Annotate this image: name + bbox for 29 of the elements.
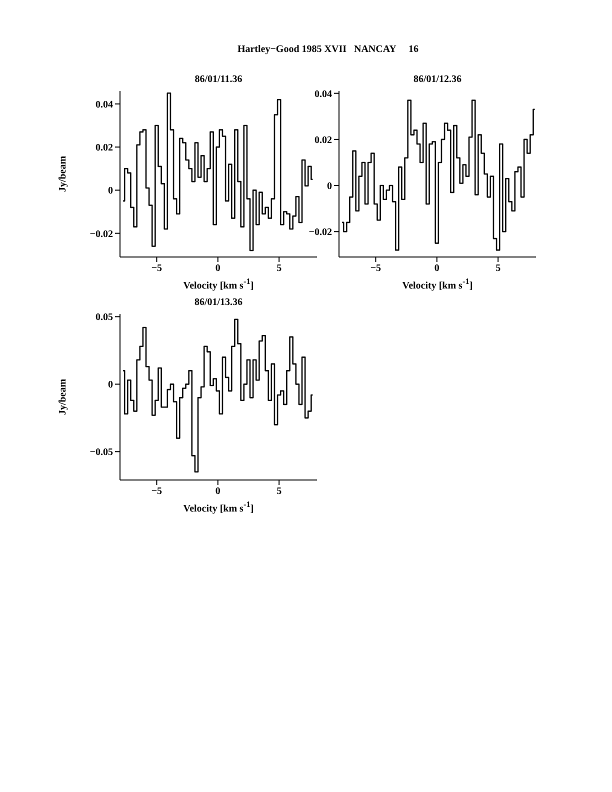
y-tick-label: −0.02 bbox=[90, 228, 113, 240]
x-tick-label: 5 bbox=[276, 486, 282, 498]
y-tick-label: 0.04 bbox=[96, 99, 113, 110]
x-tick-label: −5 bbox=[370, 263, 382, 274]
y-tick-label: 0 bbox=[327, 181, 332, 192]
y-tick-label: −0.02 bbox=[308, 227, 332, 238]
x-tick-label: −5 bbox=[151, 263, 162, 274]
y-tick-label: 0.04 bbox=[314, 88, 332, 100]
x-tick-label: 0 bbox=[215, 263, 220, 274]
y-tick-label: −0.05 bbox=[90, 447, 113, 458]
x-tick-label: −5 bbox=[151, 486, 162, 498]
x-tick-label: 0 bbox=[215, 486, 220, 498]
x-axis-title: Velocity [km s$^{-1}$] bbox=[182, 500, 255, 514]
y-axis-title: Jy/beam bbox=[58, 378, 69, 416]
y-tick-label: 0.02 bbox=[314, 134, 332, 146]
x-axis-title: Velocity [km s$^{-1}$] bbox=[182, 277, 255, 292]
y-axis-title: Jy/beam bbox=[58, 155, 69, 192]
x-tick-label: 0 bbox=[434, 263, 440, 274]
chart-subtitle: 86/01/12.36 bbox=[412, 74, 463, 85]
chart-subtitle: 86/01/11.36 bbox=[194, 74, 244, 85]
y-tick-label: 0.05 bbox=[96, 312, 113, 324]
x-tick-label: 5 bbox=[496, 263, 501, 274]
y-tick-label: 0.02 bbox=[96, 142, 113, 154]
y-tick-label: 0 bbox=[108, 380, 113, 391]
x-tick-label: 5 bbox=[276, 263, 282, 274]
chart-title: Hartley−Good 1985 XVII NANCAY 16 bbox=[236, 44, 420, 55]
chart-subtitle: 86/01/13.36 bbox=[193, 297, 244, 308]
y-tick-label: 0 bbox=[108, 186, 113, 197]
x-axis-title: Velocity [km s$^{-1}$] bbox=[401, 277, 474, 292]
